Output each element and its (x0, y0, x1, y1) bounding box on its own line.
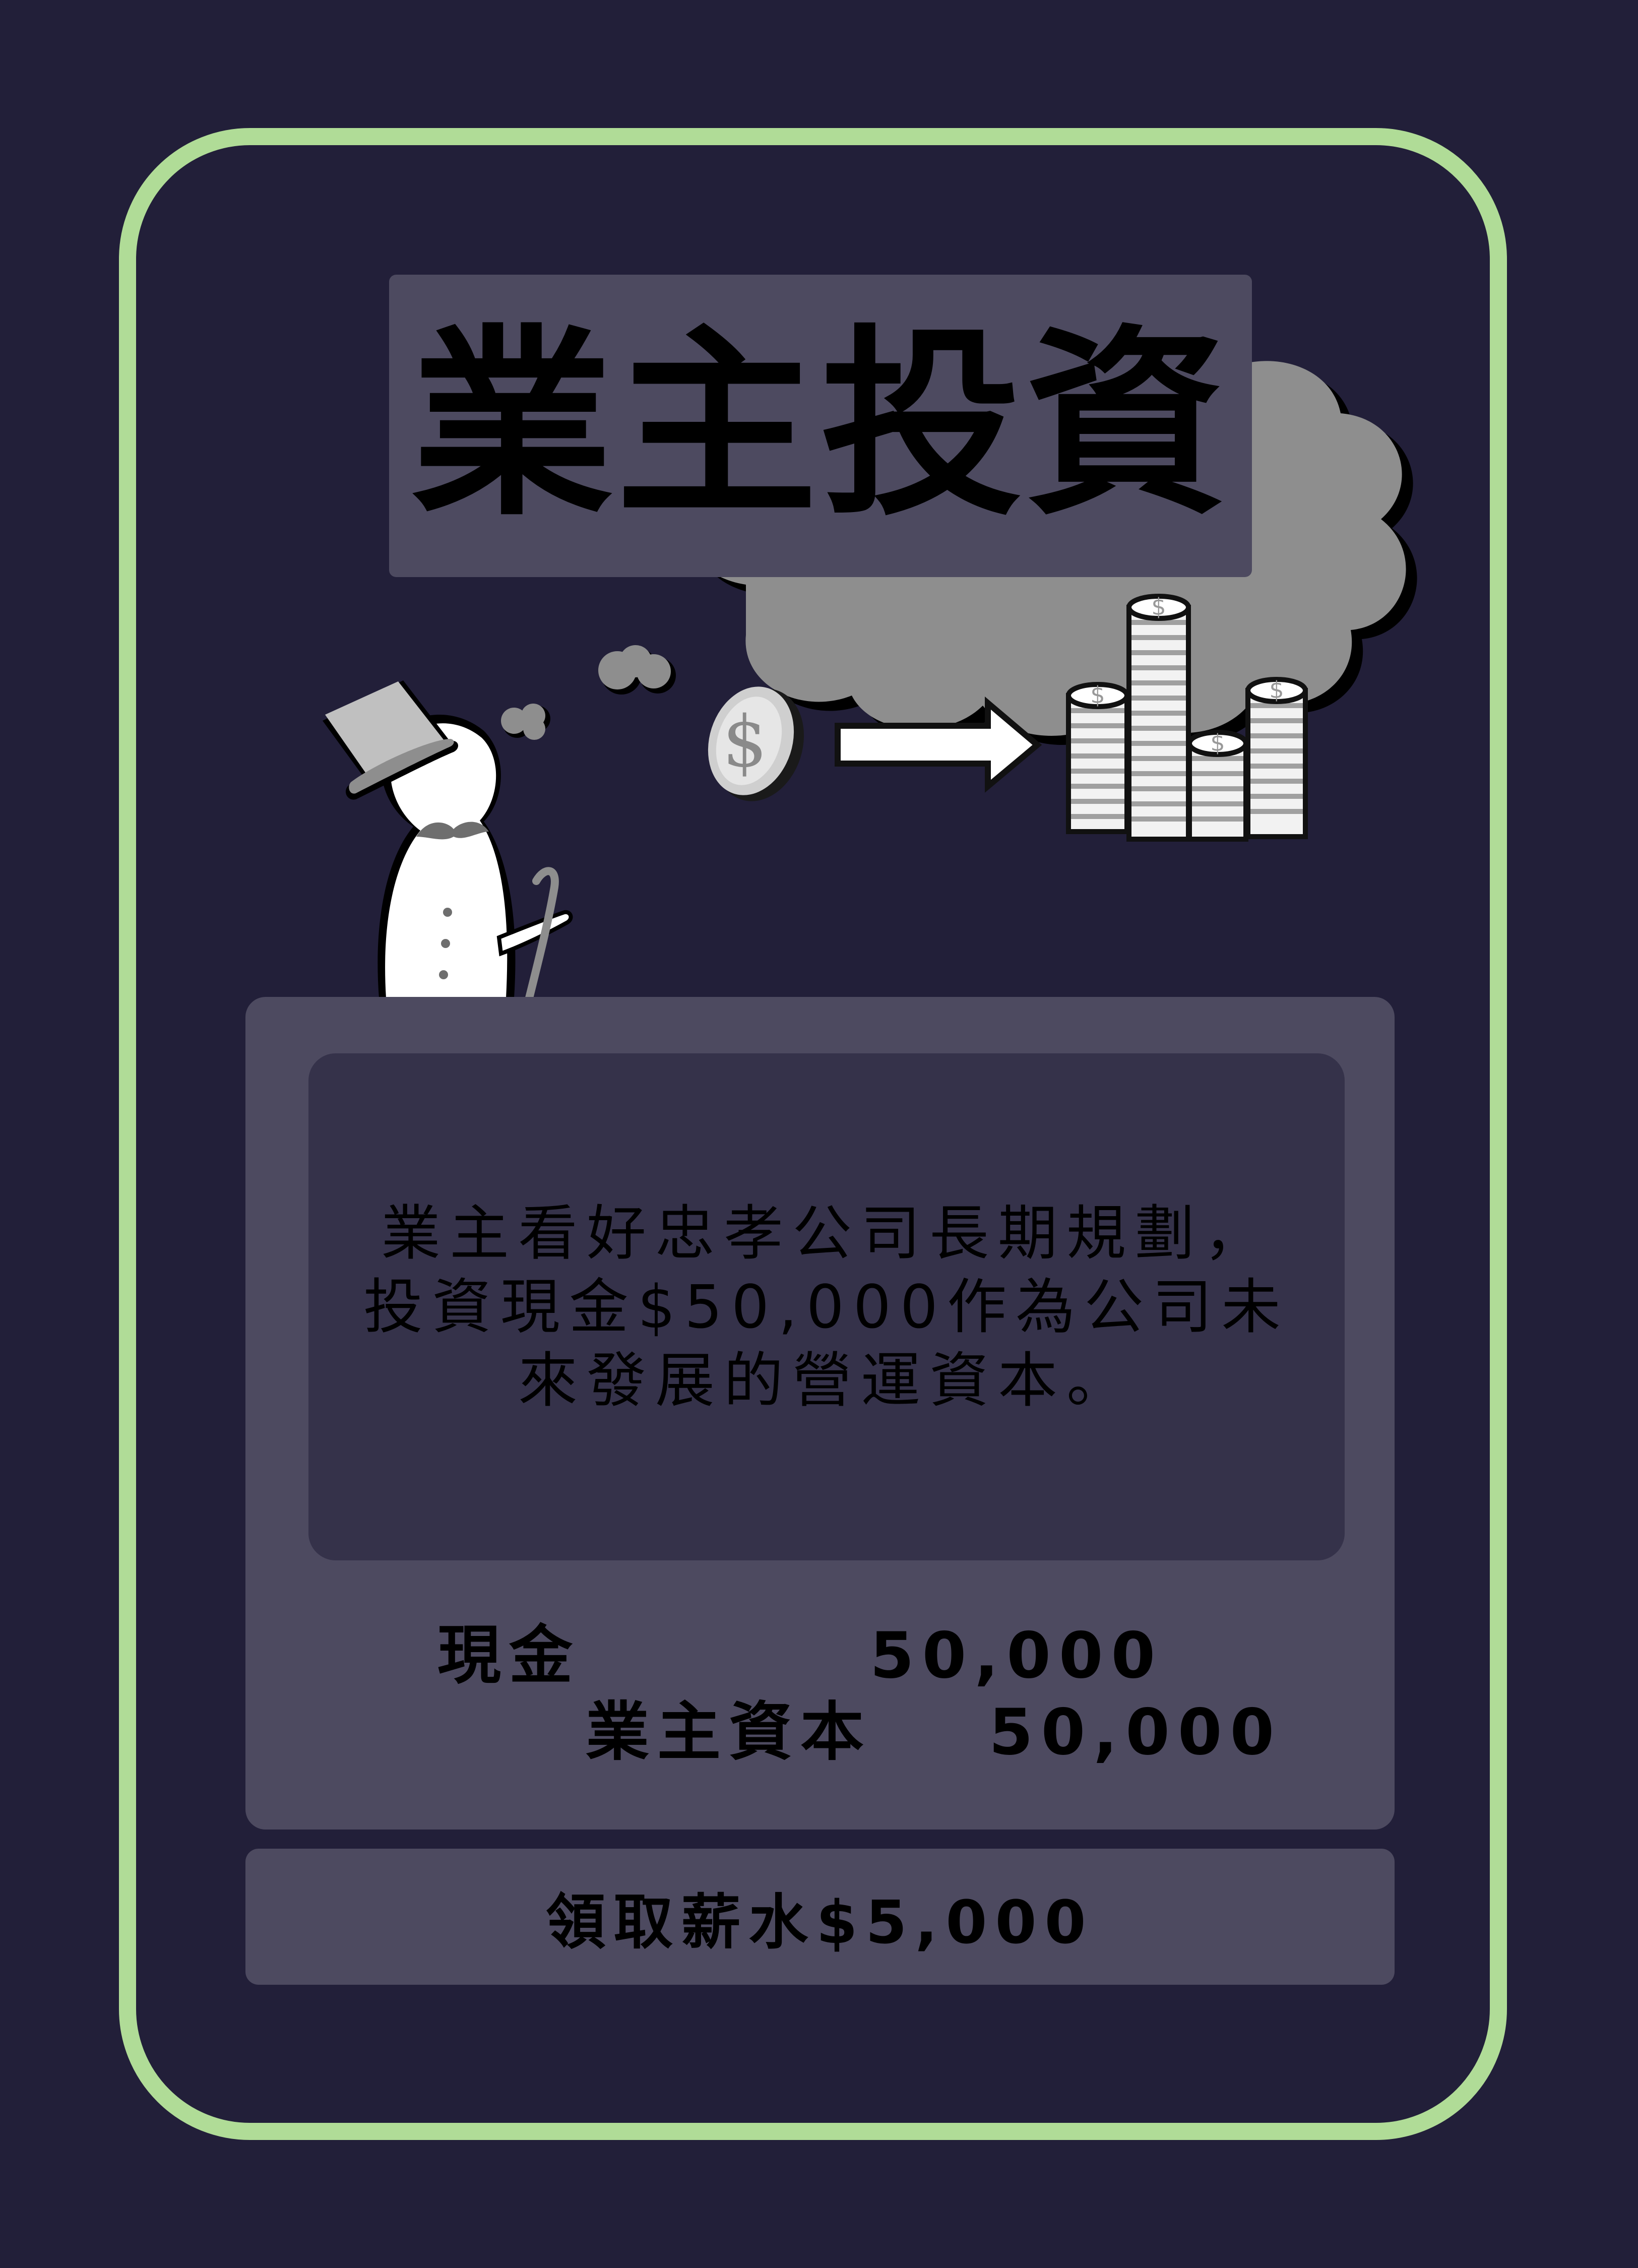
snowman-character-icon (377, 714, 573, 998)
credit-account: 業主資本 (586, 1695, 872, 1769)
card-border (119, 128, 1507, 2140)
svg-text:$: $ (1090, 681, 1105, 709)
description-box: 業主看好忠孝公司長期規劃，投資現金$50,000作為公司未來發展的營運資本。 (308, 1053, 1345, 1560)
arrow-right-icon (835, 697, 1042, 793)
credit-amount: 50,000 (989, 1695, 1283, 1769)
coin-stacks-icon: $ $ $ (1066, 593, 1308, 842)
salary-label: 領取薪水$5,000 (546, 1887, 1094, 1957)
svg-text:$: $ (722, 701, 767, 783)
top-hat-icon (323, 680, 458, 800)
svg-text:$: $ (1210, 729, 1225, 757)
svg-text:$: $ (1269, 676, 1284, 704)
card-description: 業主看好忠孝公司長期規劃，投資現金$50,000作為公司未來發展的營運資本。 (363, 1199, 1290, 1415)
cane-icon (525, 867, 559, 1002)
svg-text:$: $ (1151, 593, 1166, 620)
title-banner: 業主投資 (389, 275, 1252, 577)
debit-amount: 50,000 (870, 1618, 1164, 1692)
salary-banner: 領取薪水$5,000 (245, 1849, 1395, 1985)
coin-icon: $ (708, 686, 804, 801)
debit-account: 現金 (437, 1618, 581, 1692)
card-title: 業主投資 (411, 308, 1230, 543)
